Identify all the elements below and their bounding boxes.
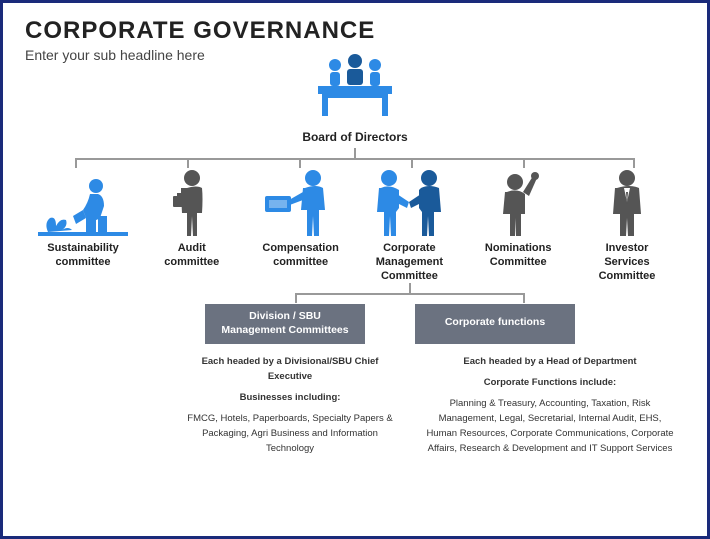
- board-table-icon: [300, 53, 410, 128]
- detail-heading: Each headed by a Head of Department: [425, 354, 675, 369]
- connector-line: [295, 293, 525, 295]
- committees-row: Sustainabilitycommittee Auditcommittee: [25, 168, 685, 283]
- division-details: Each headed by a Divisional/SBU Chief Ex…: [185, 354, 395, 457]
- pay-person-icon: [247, 168, 355, 238]
- functions-details: Each headed by a Head of Department Corp…: [425, 354, 675, 457]
- committee-label: Sustainabilitycommittee: [29, 242, 137, 270]
- committee-compensation: Compensationcommittee: [247, 168, 355, 283]
- detail-subheading: Businesses including:: [185, 390, 395, 405]
- page-title: CORPORATE GOVERNANCE: [25, 17, 685, 45]
- raised-hand-icon: [464, 168, 572, 238]
- planter-icon: [29, 168, 137, 238]
- committee-nominations: NominationsCommittee: [464, 168, 572, 283]
- committee-sustainability: Sustainabilitycommittee: [29, 168, 137, 283]
- connector-line: [354, 148, 356, 158]
- committee-label: CorporateManagementCommittee: [355, 242, 463, 283]
- committee-label: Auditcommittee: [138, 242, 246, 270]
- committee-audit: Auditcommittee: [138, 168, 246, 283]
- connector-line: [409, 283, 411, 293]
- board-label: Board of Directors: [25, 130, 685, 144]
- committee-investor-services: InvestorServicesCommittee: [573, 168, 681, 283]
- division-sbu-box: Division / SBUManagement Committees: [205, 304, 365, 343]
- slide: CORPORATE GOVERNANCE Enter your sub head…: [3, 3, 707, 536]
- details-row: Each headed by a Divisional/SBU Chief Ex…: [185, 354, 685, 457]
- suit-person-icon: [573, 168, 681, 238]
- committee-label: NominationsCommittee: [464, 242, 572, 270]
- corporate-functions-box: Corporate functions: [415, 304, 575, 343]
- handshake-icon: [355, 168, 463, 238]
- committee-label: InvestorServicesCommittee: [573, 242, 681, 283]
- sub-boxes-row: Division / SBUManagement Committees Corp…: [205, 304, 685, 343]
- detail-subheading: Corporate Functions include:: [425, 375, 675, 390]
- committee-label: Compensationcommittee: [247, 242, 355, 270]
- briefcase-person-icon: [138, 168, 246, 238]
- connector-line: [75, 158, 635, 160]
- board-node: Board of Directors: [25, 53, 685, 144]
- detail-body: FMCG, Hotels, Paperboards, Specialty Pap…: [185, 411, 395, 457]
- detail-body: Planning & Treasury, Accounting, Taxatio…: [425, 396, 675, 457]
- detail-heading: Each headed by a Divisional/SBU Chief Ex…: [185, 354, 395, 384]
- committee-corporate-management: CorporateManagementCommittee: [355, 168, 463, 283]
